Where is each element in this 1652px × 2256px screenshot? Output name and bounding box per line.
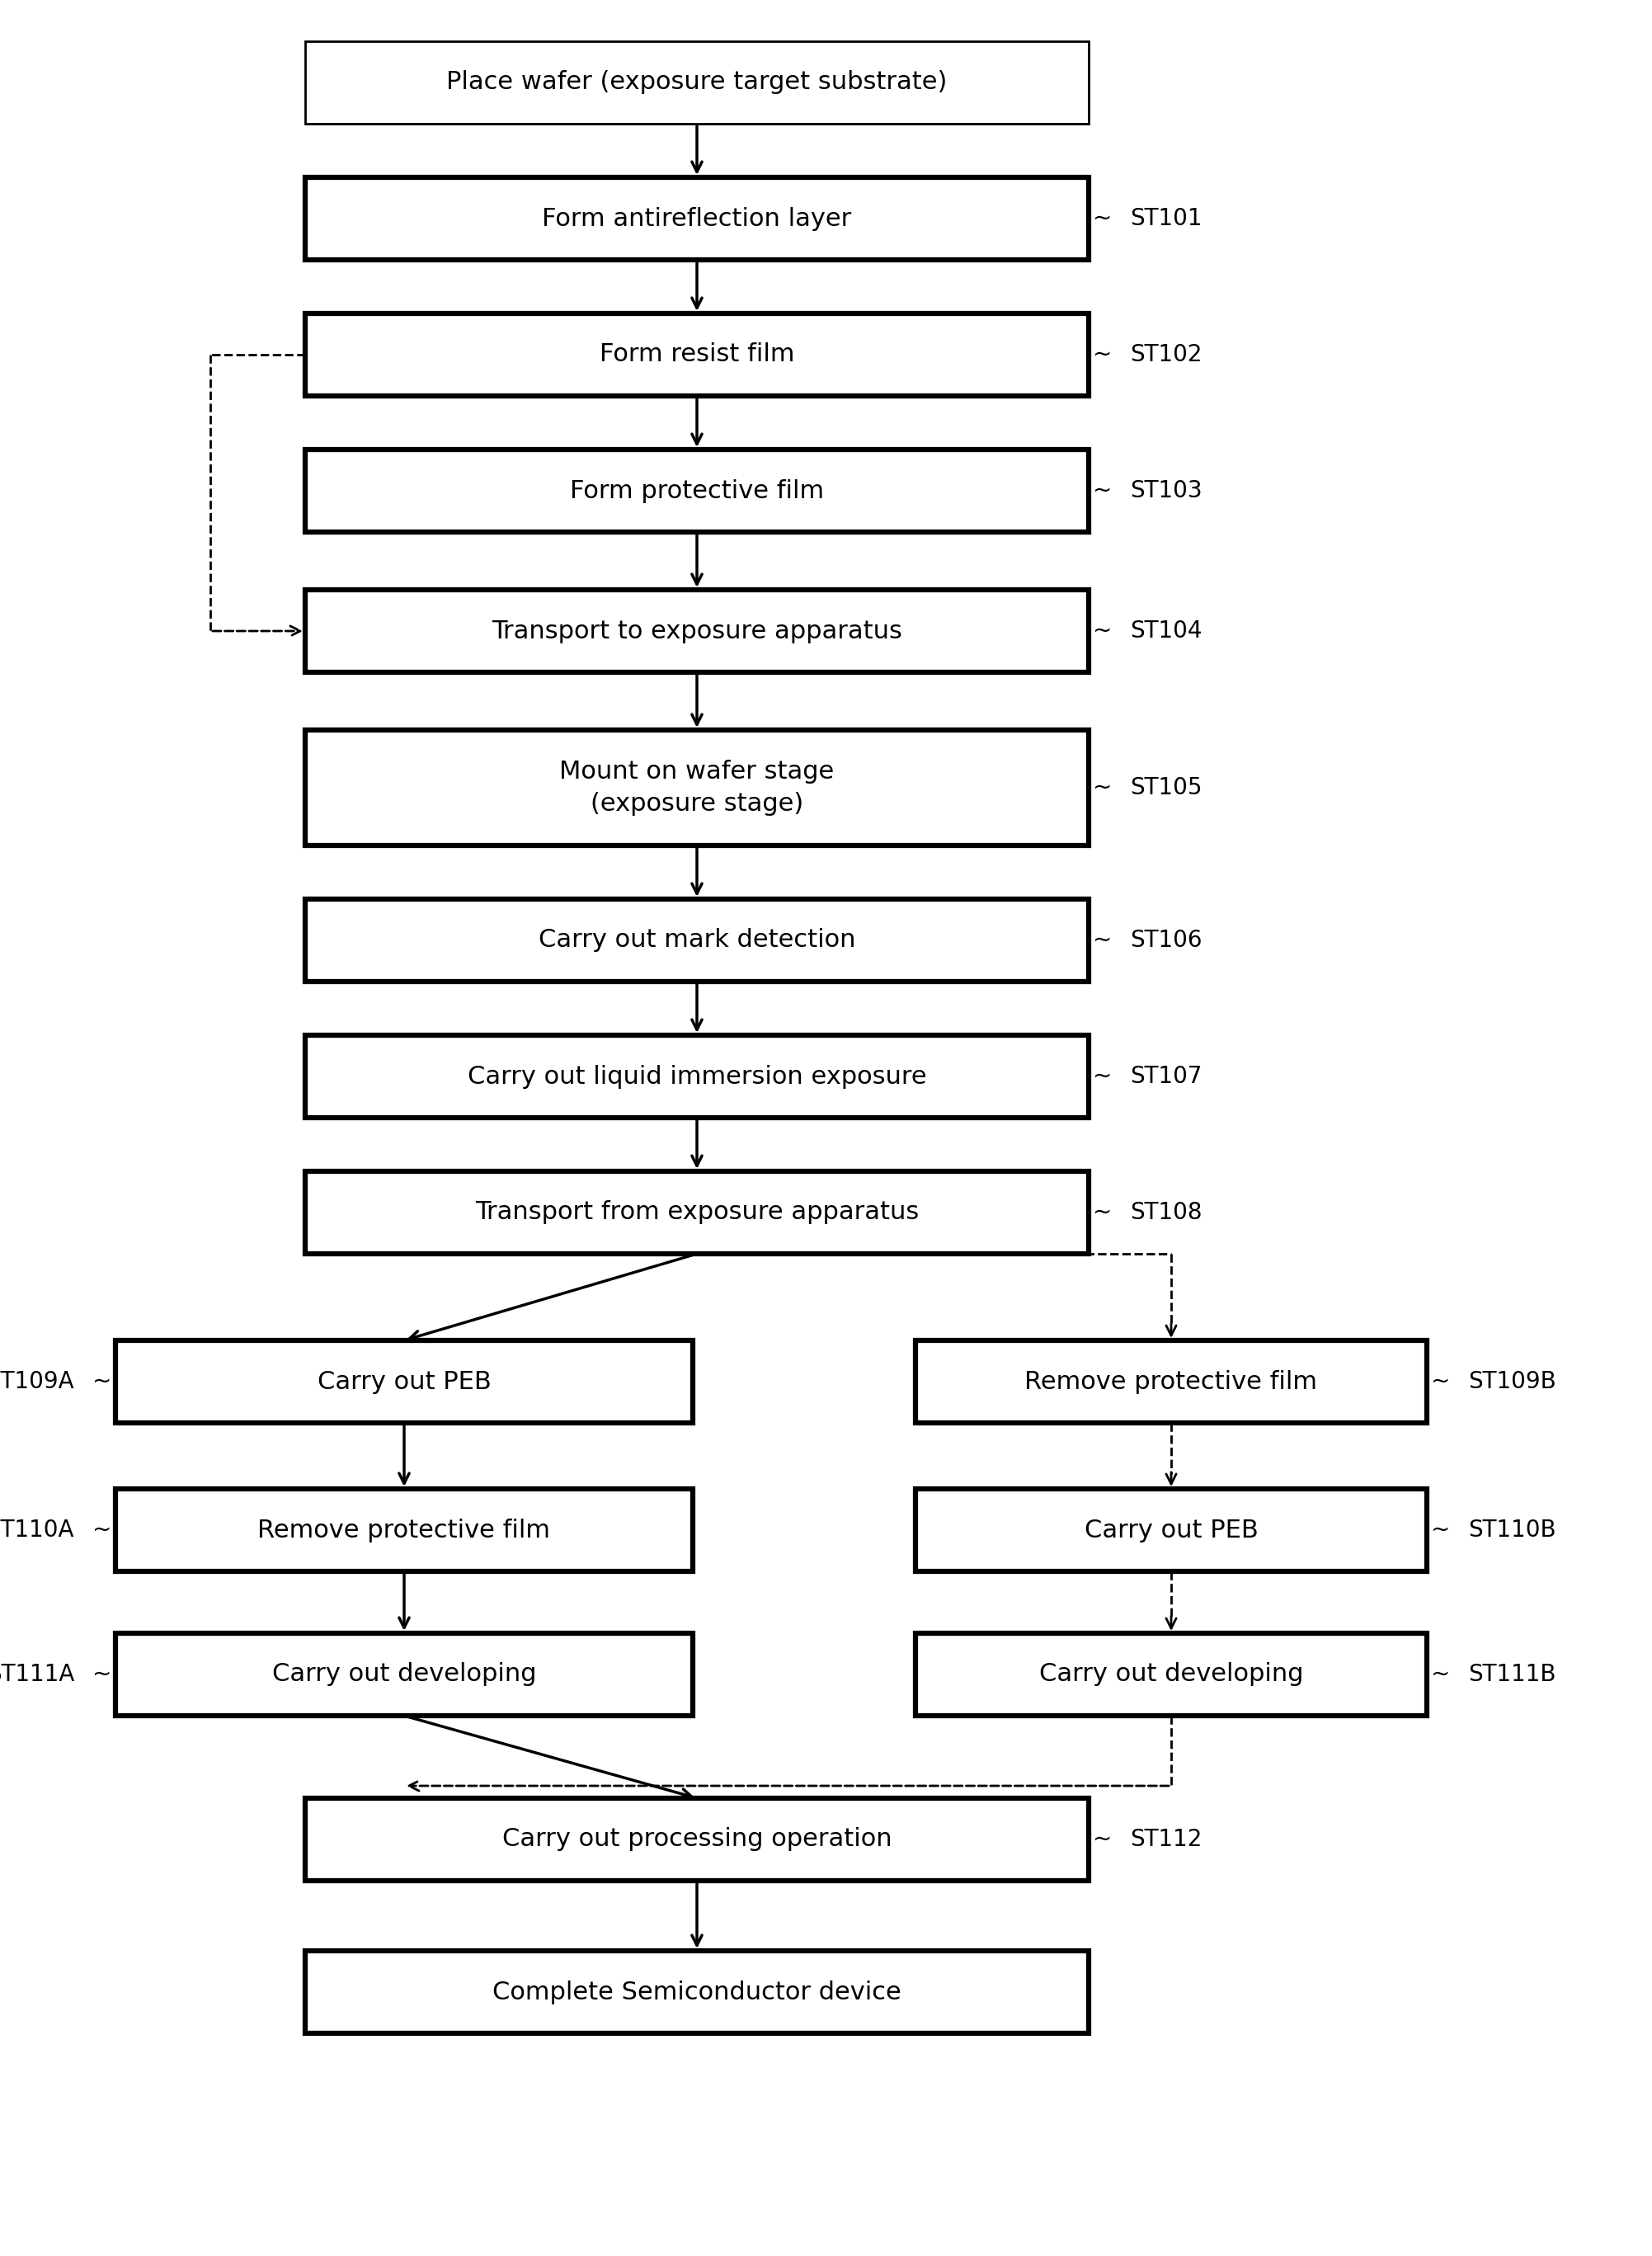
Text: ST109A: ST109A bbox=[0, 1369, 74, 1394]
Bar bbox=[116, 1489, 692, 1572]
Bar bbox=[306, 731, 1089, 846]
Bar bbox=[306, 178, 1089, 259]
Text: ST105: ST105 bbox=[1130, 776, 1203, 799]
Text: ST107: ST107 bbox=[1130, 1065, 1203, 1087]
Bar bbox=[306, 1171, 1089, 1254]
Text: ~: ~ bbox=[1094, 478, 1112, 503]
Bar bbox=[306, 449, 1089, 532]
Text: ST112: ST112 bbox=[1130, 1827, 1203, 1850]
Text: ~: ~ bbox=[1094, 620, 1112, 643]
Text: ~: ~ bbox=[93, 1663, 111, 1685]
Text: Transport from exposure apparatus: Transport from exposure apparatus bbox=[476, 1200, 919, 1225]
Bar bbox=[306, 589, 1089, 672]
Text: ST109B: ST109B bbox=[1469, 1369, 1556, 1394]
Bar bbox=[306, 314, 1089, 397]
Bar bbox=[306, 900, 1089, 981]
Bar bbox=[915, 1633, 1427, 1717]
Text: Carry out mark detection: Carry out mark detection bbox=[539, 929, 856, 952]
Text: ~: ~ bbox=[1094, 1065, 1112, 1087]
Text: Carry out PEB: Carry out PEB bbox=[1084, 1518, 1259, 1543]
Text: ~: ~ bbox=[1094, 1827, 1112, 1850]
Bar bbox=[306, 41, 1089, 124]
Text: Form resist film: Form resist film bbox=[600, 343, 795, 368]
Text: ~: ~ bbox=[93, 1518, 111, 1541]
Text: ST102: ST102 bbox=[1130, 343, 1203, 365]
Text: ST111B: ST111B bbox=[1469, 1663, 1556, 1685]
Text: ~: ~ bbox=[1094, 343, 1112, 365]
Text: ST101: ST101 bbox=[1130, 208, 1203, 230]
Text: Carry out PEB: Carry out PEB bbox=[317, 1369, 491, 1394]
Text: Carry out processing operation: Carry out processing operation bbox=[502, 1827, 892, 1852]
Text: ST111A: ST111A bbox=[0, 1663, 74, 1685]
Bar bbox=[116, 1633, 692, 1717]
Text: Form antireflection layer: Form antireflection layer bbox=[542, 208, 852, 230]
Bar bbox=[306, 1798, 1089, 1882]
Text: Remove protective film: Remove protective film bbox=[1024, 1369, 1318, 1394]
Text: ~: ~ bbox=[1094, 1200, 1112, 1225]
Text: ST103: ST103 bbox=[1130, 478, 1203, 503]
Text: Form protective film: Form protective film bbox=[570, 478, 824, 503]
Text: ST110B: ST110B bbox=[1469, 1518, 1556, 1541]
Bar bbox=[306, 1951, 1089, 2033]
Text: Mount on wafer stage
(exposure stage): Mount on wafer stage (exposure stage) bbox=[560, 760, 834, 814]
Text: ST108: ST108 bbox=[1130, 1200, 1203, 1225]
Text: Carry out developing: Carry out developing bbox=[273, 1663, 537, 1687]
Text: ~: ~ bbox=[1094, 776, 1112, 799]
Bar bbox=[306, 1036, 1089, 1117]
Text: ~: ~ bbox=[1431, 1518, 1450, 1541]
Text: Place wafer (exposure target substrate): Place wafer (exposure target substrate) bbox=[446, 70, 947, 95]
Text: ~: ~ bbox=[93, 1369, 111, 1394]
Text: ~: ~ bbox=[1431, 1663, 1450, 1685]
Text: ST106: ST106 bbox=[1130, 929, 1203, 952]
Text: Carry out developing: Carry out developing bbox=[1039, 1663, 1303, 1687]
Text: ~: ~ bbox=[1094, 929, 1112, 952]
Bar bbox=[915, 1340, 1427, 1424]
Text: ~: ~ bbox=[1094, 208, 1112, 230]
Text: Complete Semiconductor device: Complete Semiconductor device bbox=[492, 1981, 902, 2003]
Text: ~: ~ bbox=[1431, 1369, 1450, 1394]
Text: Transport to exposure apparatus: Transport to exposure apparatus bbox=[492, 618, 902, 643]
Text: Carry out liquid immersion exposure: Carry out liquid immersion exposure bbox=[468, 1065, 927, 1087]
Bar bbox=[915, 1489, 1427, 1572]
Text: ST110A: ST110A bbox=[0, 1518, 74, 1541]
Text: ST104: ST104 bbox=[1130, 620, 1203, 643]
Text: Remove protective film: Remove protective film bbox=[258, 1518, 550, 1543]
Bar bbox=[116, 1340, 692, 1424]
